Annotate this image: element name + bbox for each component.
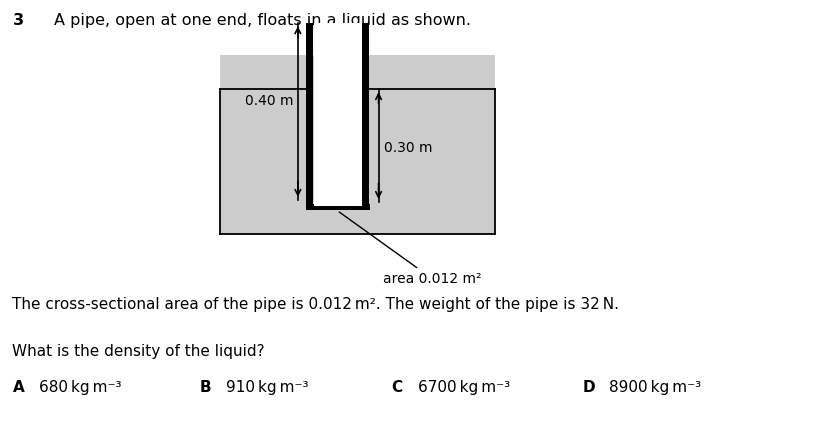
Text: B: B bbox=[200, 380, 211, 395]
Text: What is the density of the liquid?: What is the density of the liquid? bbox=[12, 344, 265, 359]
Text: area 0.012 m²: area 0.012 m² bbox=[339, 212, 482, 286]
Bar bbox=[306, 23, 313, 210]
Text: 910 kg m⁻³: 910 kg m⁻³ bbox=[226, 380, 309, 395]
Text: A pipe, open at one end, floats in a liquid as shown.: A pipe, open at one end, floats in a liq… bbox=[54, 13, 471, 28]
Bar bbox=[362, 23, 369, 210]
Text: 8900 kg m⁻³: 8900 kg m⁻³ bbox=[609, 380, 701, 395]
Text: 0.30 m: 0.30 m bbox=[384, 141, 433, 155]
Bar bbox=[220, 89, 495, 234]
Text: 3: 3 bbox=[12, 13, 23, 28]
Text: C: C bbox=[391, 380, 402, 395]
Text: 680 kg m⁻³: 680 kg m⁻³ bbox=[39, 380, 121, 395]
Bar bbox=[306, 204, 370, 210]
Text: D: D bbox=[582, 380, 595, 395]
Text: A: A bbox=[12, 380, 24, 395]
Text: 0.40 m: 0.40 m bbox=[245, 94, 294, 108]
Text: The cross-sectional area of the pipe is 0.012 m². The weight of the pipe is 32 N: The cross-sectional area of the pipe is … bbox=[12, 298, 620, 312]
Bar bbox=[220, 55, 495, 234]
Bar bbox=[314, 23, 362, 206]
Text: 6700 kg m⁻³: 6700 kg m⁻³ bbox=[418, 380, 510, 395]
